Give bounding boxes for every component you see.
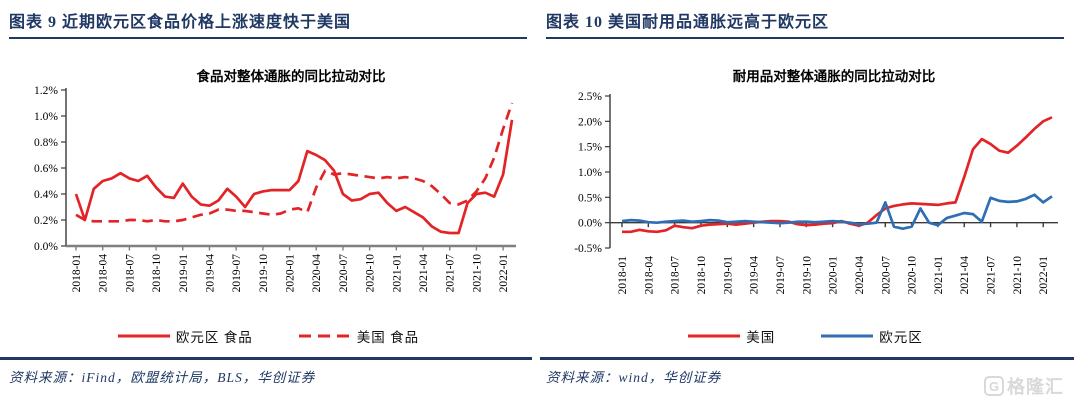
svg-text:耐用品对整体通胀的同比拉动对比: 耐用品对整体通胀的同比拉动对比 <box>733 68 936 84</box>
svg-text:2021-10: 2021-10 <box>1012 256 1024 295</box>
legend-item: 美国 食品 <box>298 326 420 346</box>
svg-text:2020-07: 2020-07 <box>338 254 350 293</box>
series-line <box>622 116 1053 234</box>
svg-text:2019-10: 2019-10 <box>801 256 813 295</box>
solid-line-swatch <box>821 334 874 338</box>
svg-text:0.8%: 0.8% <box>34 137 58 149</box>
svg-text:2020-10: 2020-10 <box>365 254 377 293</box>
svg-text:2020-10: 2020-10 <box>907 256 919 295</box>
svg-text:2018-10: 2018-10 <box>696 256 708 295</box>
gelonghui-watermark: G 格隆汇 <box>984 373 1064 399</box>
figure-9-source: 资料来源：iFind，欧盟统计局，BLS，华创证券 <box>9 370 316 385</box>
svg-text:1.5%: 1.5% <box>578 142 602 154</box>
svg-text:2018-01: 2018-01 <box>71 254 83 293</box>
svg-text:2020-04: 2020-04 <box>854 256 866 295</box>
series-line <box>621 193 1053 231</box>
svg-text:1.0%: 1.0% <box>34 111 58 123</box>
dashed-line-swatch <box>298 334 351 338</box>
svg-text:0.0%: 0.0% <box>34 241 58 253</box>
svg-text:2020-04: 2020-04 <box>311 254 323 293</box>
figure-9-source-rule <box>0 357 532 360</box>
svg-text:1.0%: 1.0% <box>578 167 602 179</box>
svg-text:2021-07: 2021-07 <box>445 254 457 293</box>
gelonghui-logo-icon: G <box>984 376 1004 396</box>
series-line <box>75 102 514 223</box>
svg-text:2018-04: 2018-04 <box>643 256 655 295</box>
svg-text:2022-01: 2022-01 <box>1038 256 1050 295</box>
svg-text:0.6%: 0.6% <box>34 163 58 175</box>
svg-text:0.5%: 0.5% <box>578 192 602 204</box>
svg-text:2018-04: 2018-04 <box>98 254 110 293</box>
svg-text:2018-07: 2018-07 <box>124 254 136 293</box>
food-inflation-legend: 欧元区 食品 美国 食品 <box>0 326 537 346</box>
svg-text:2021-10: 2021-10 <box>471 254 483 293</box>
svg-text:2019-07: 2019-07 <box>775 256 787 295</box>
figure-9-header-rule <box>9 37 527 39</box>
figure-9-header: 图表 9 近期欧元区食品价格上涨速度快于美国 <box>9 14 352 31</box>
legend-item: 欧元区 食品 <box>117 326 253 346</box>
svg-text:2020-01: 2020-01 <box>285 254 297 293</box>
figure-10-source-rule <box>540 357 1074 360</box>
figure-9-column: 图表 9 近期欧元区食品价格上涨速度快于美国 食品对整体通胀的同比拉动对比 0.0… <box>0 14 537 385</box>
svg-text:2021-04: 2021-04 <box>418 254 430 293</box>
svg-text:2021-01: 2021-01 <box>391 254 403 293</box>
svg-text:2021-07: 2021-07 <box>986 256 998 295</box>
figure-10-source: 资料来源：wind，华创证券 <box>546 370 722 385</box>
svg-text:2019-01: 2019-01 <box>178 254 190 293</box>
legend-label: 欧元区 <box>879 330 923 345</box>
series-line <box>74 119 514 235</box>
figure-10-column: 图表 10 美国耐用品通胀远高于欧元区 耐用品对整体通胀的同比拉动对比 -0.5%… <box>537 0 1074 404</box>
svg-text:0.2%: 0.2% <box>34 215 58 227</box>
svg-text:2019-04: 2019-04 <box>204 254 216 293</box>
svg-text:2020-01: 2020-01 <box>828 256 840 295</box>
legend-label: 美国 <box>746 330 776 345</box>
svg-text:2018-10: 2018-10 <box>151 254 163 293</box>
svg-text:1.2%: 1.2% <box>34 85 58 97</box>
svg-text:2019-01: 2019-01 <box>722 256 734 295</box>
svg-text:2021-04: 2021-04 <box>959 256 971 295</box>
svg-text:0.0%: 0.0% <box>578 218 602 230</box>
figure-10-header: 图表 10 美国耐用品通胀远高于欧元区 <box>546 14 830 31</box>
svg-text:2021-01: 2021-01 <box>933 256 945 295</box>
durables-inflation-chart: 耐用品对整体通胀的同比拉动对比 -0.5% 0.0% 0.5% 1.0% 1.5% 2.0%… <box>574 68 1058 295</box>
food-inflation-chart: 食品对整体通胀的同比拉动对比 0.0% 0.2% 0.4% 0.6% 0.8% 1.0% 1.… <box>34 68 516 293</box>
svg-text:2019-10: 2019-10 <box>258 254 270 293</box>
legend-item: 欧元区 <box>821 326 923 346</box>
svg-text:2019-07: 2019-07 <box>231 254 243 293</box>
legend-label: 欧元区 食品 <box>175 330 253 345</box>
svg-text:2019-04: 2019-04 <box>749 256 761 295</box>
svg-text:2.5%: 2.5% <box>578 91 602 103</box>
svg-text:2020-07: 2020-07 <box>880 256 892 295</box>
figure-10-header-rule <box>546 37 1064 39</box>
svg-text:食品对整体通胀的同比拉动对比: 食品对整体通胀的同比拉动对比 <box>197 68 386 84</box>
legend-label: 美国 食品 <box>356 330 420 345</box>
svg-text:2018-01: 2018-01 <box>617 256 629 295</box>
solid-line-swatch <box>117 334 170 338</box>
durables-inflation-legend: 美国 欧元区 <box>537 326 1074 346</box>
solid-line-swatch <box>688 334 741 338</box>
gelonghui-logo-text: 格隆汇 <box>1007 377 1064 397</box>
svg-text:2022-01: 2022-01 <box>498 254 510 293</box>
svg-text:2.0%: 2.0% <box>578 116 602 128</box>
legend-item: 美国 <box>688 326 775 346</box>
svg-text:-0.5%: -0.5% <box>574 243 602 255</box>
svg-text:0.4%: 0.4% <box>34 189 58 201</box>
svg-text:2018-07: 2018-07 <box>670 256 682 295</box>
